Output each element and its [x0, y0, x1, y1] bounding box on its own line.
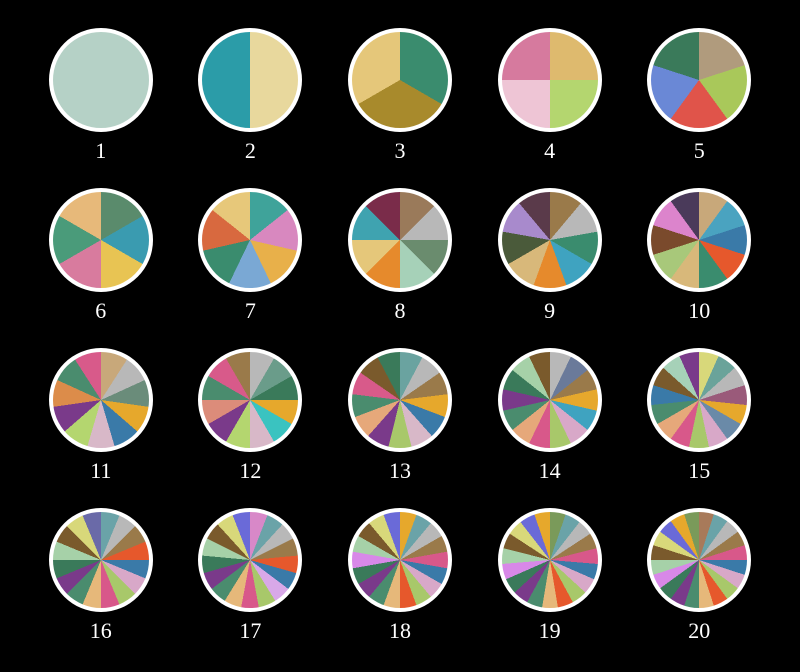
pie-border	[198, 348, 302, 452]
pie-chart-3	[352, 32, 448, 128]
pie-border	[198, 508, 302, 612]
pie-cell-4: 4	[479, 20, 621, 172]
pie-label-1: 1	[95, 138, 106, 164]
pie-label-15: 15	[688, 458, 710, 484]
pie-label-2: 2	[245, 138, 256, 164]
pie-cell-13: 13	[329, 340, 471, 492]
pie-chart-9	[502, 192, 598, 288]
pie-grid: 1234567891011121314151617181920	[0, 0, 800, 672]
pie-label-8: 8	[394, 298, 405, 324]
pie-chart-18	[352, 512, 448, 608]
pie-border	[647, 508, 751, 612]
pie-chart-12	[202, 352, 298, 448]
pie-border	[498, 348, 602, 452]
pie-cell-19: 19	[479, 500, 621, 652]
pie-chart-14	[502, 352, 598, 448]
pie-border	[49, 508, 153, 612]
pie-label-16: 16	[90, 618, 112, 644]
pie-label-3: 3	[394, 138, 405, 164]
pie-chart-7	[202, 192, 298, 288]
pie-label-11: 11	[90, 458, 111, 484]
pie-border	[348, 188, 452, 292]
pie-chart-2	[202, 32, 298, 128]
pie-label-19: 19	[539, 618, 561, 644]
pie-cell-18: 18	[329, 500, 471, 652]
pie-border	[647, 188, 751, 292]
pie-cell-17: 17	[180, 500, 322, 652]
pie-label-13: 13	[389, 458, 411, 484]
pie-label-7: 7	[245, 298, 256, 324]
pie-cell-11: 11	[30, 340, 172, 492]
pie-border	[49, 188, 153, 292]
pie-chart-16	[53, 512, 149, 608]
pie-border	[348, 508, 452, 612]
pie-border	[49, 348, 153, 452]
pie-border	[498, 28, 602, 132]
pie-chart-6	[53, 192, 149, 288]
pie-cell-3: 3	[329, 20, 471, 172]
pie-label-10: 10	[688, 298, 710, 324]
pie-label-17: 17	[239, 618, 261, 644]
pie-border	[348, 28, 452, 132]
pie-border	[498, 188, 602, 292]
pie-cell-6: 6	[30, 180, 172, 332]
pie-cell-10: 10	[628, 180, 770, 332]
pie-chart-20	[651, 512, 747, 608]
pie-cell-5: 5	[628, 20, 770, 172]
pie-chart-1	[53, 32, 149, 128]
pie-label-6: 6	[95, 298, 106, 324]
pie-chart-10	[651, 192, 747, 288]
pie-chart-13	[352, 352, 448, 448]
pie-border	[198, 188, 302, 292]
pie-border	[198, 28, 302, 132]
pie-cell-9: 9	[479, 180, 621, 332]
pie-cell-15: 15	[628, 340, 770, 492]
pie-border	[498, 508, 602, 612]
pie-cell-14: 14	[479, 340, 621, 492]
pie-border	[647, 28, 751, 132]
pie-cell-1: 1	[30, 20, 172, 172]
pie-chart-19	[502, 512, 598, 608]
pie-chart-5	[651, 32, 747, 128]
pie-label-9: 9	[544, 298, 555, 324]
pie-chart-15	[651, 352, 747, 448]
pie-cell-2: 2	[180, 20, 322, 172]
pie-chart-11	[53, 352, 149, 448]
pie-cell-7: 7	[180, 180, 322, 332]
pie-chart-8	[352, 192, 448, 288]
pie-cell-8: 8	[329, 180, 471, 332]
pie-cell-16: 16	[30, 500, 172, 652]
pie-label-20: 20	[688, 618, 710, 644]
pie-cell-12: 12	[180, 340, 322, 492]
pie-label-4: 4	[544, 138, 555, 164]
pie-label-14: 14	[539, 458, 561, 484]
pie-label-18: 18	[389, 618, 411, 644]
pie-border	[647, 348, 751, 452]
pie-label-5: 5	[694, 138, 705, 164]
pie-chart-4	[502, 32, 598, 128]
pie-cell-20: 20	[628, 500, 770, 652]
pie-border	[49, 28, 153, 132]
pie-chart-17	[202, 512, 298, 608]
pie-border	[348, 348, 452, 452]
pie-label-12: 12	[239, 458, 261, 484]
